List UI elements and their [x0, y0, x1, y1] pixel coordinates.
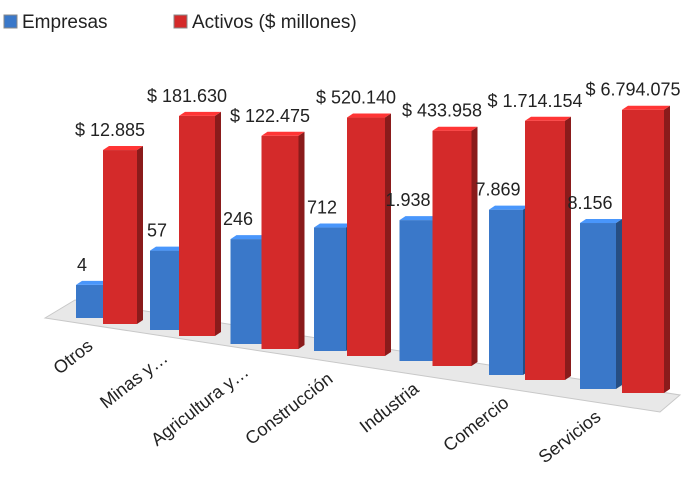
data-label: 246: [223, 209, 253, 229]
data-label: $ 12.885: [75, 120, 145, 140]
bar-top: [150, 246, 186, 251]
data-label: $ 6.794.075: [585, 80, 680, 100]
bar-side: [137, 146, 143, 324]
x-tick-label: Otros: [49, 335, 96, 378]
bar: [103, 150, 137, 324]
x-tick-label: Minas y…: [96, 347, 171, 412]
data-label: 4: [77, 255, 87, 275]
bar: [580, 223, 616, 389]
data-label: 57: [147, 221, 167, 241]
bar: [230, 239, 262, 344]
bar: [76, 284, 104, 318]
data-label: $ 433.958: [402, 101, 482, 121]
bar-side: [471, 126, 478, 367]
bar-top: [580, 219, 622, 224]
data-label: $ 1.714.154: [487, 91, 582, 111]
bar-side: [616, 219, 622, 389]
bar: [525, 120, 565, 380]
data-label: 1.938: [385, 190, 430, 210]
x-tick-label: Agricultura y…: [147, 361, 252, 449]
bar-side: [565, 116, 571, 380]
bar-top: [230, 235, 268, 240]
x-tick-label: Comercio: [439, 392, 512, 455]
bar: [399, 220, 433, 361]
bar-side: [298, 131, 305, 349]
x-tick-label: Construcción: [241, 368, 336, 448]
bar: [150, 250, 180, 330]
x-tick-label: Servicios: [535, 406, 605, 467]
bar-top: [179, 111, 221, 116]
bar-top: [399, 216, 439, 221]
bar: [261, 135, 299, 349]
bar-top: [347, 113, 391, 118]
bar-top: [489, 205, 529, 210]
bar-top: [622, 105, 670, 110]
bar-side: [385, 113, 391, 356]
bar: [347, 117, 385, 356]
bar: [179, 115, 215, 336]
bar-top: [76, 280, 110, 285]
bar: [489, 209, 523, 375]
legend-label: Empresas: [22, 12, 108, 33]
bar-side: [664, 105, 670, 393]
bar: [314, 227, 346, 351]
legend-label: Activos ($ millones): [192, 12, 357, 33]
bar-top: [314, 223, 352, 228]
x-tick-label: Industria: [356, 378, 423, 437]
bar-side: [215, 111, 221, 336]
data-label: 712: [307, 198, 337, 218]
bar-top: [261, 131, 305, 136]
bar-top: [432, 126, 478, 131]
data-label: 7.869: [475, 180, 520, 200]
data-label: 8.156: [567, 193, 612, 213]
bar-top: [103, 146, 143, 151]
bar: [432, 130, 472, 366]
data-label: $ 181.630: [147, 86, 227, 106]
data-label: $ 520.140: [316, 88, 396, 108]
data-label: $ 122.475: [230, 106, 310, 126]
legend-swatch: [173, 14, 188, 29]
bar: [622, 109, 664, 393]
bar-top: [525, 116, 571, 121]
legend-swatch: [3, 14, 18, 29]
